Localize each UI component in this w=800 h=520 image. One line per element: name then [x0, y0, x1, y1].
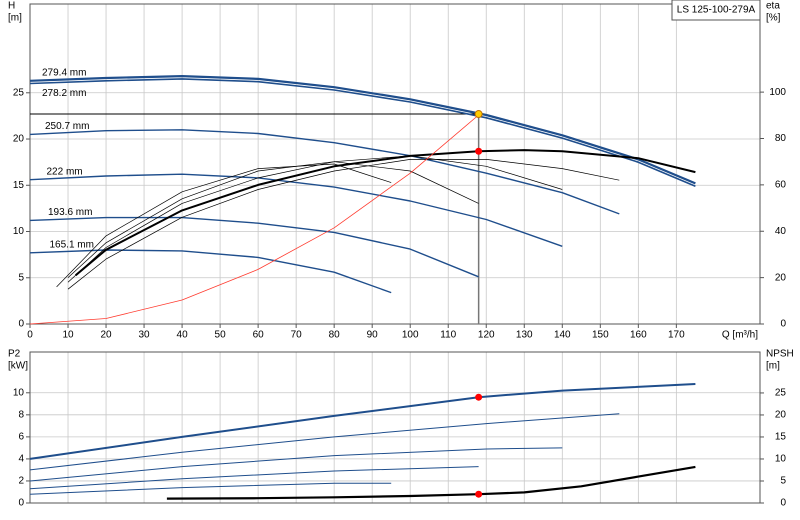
curve [74, 149, 696, 277]
y-tick-label: 4 [18, 454, 24, 465]
title-box [671, 0, 761, 21]
curve [29, 173, 563, 247]
y-tick-label: 0 [18, 498, 24, 509]
x-tick-label: 30 [139, 330, 151, 341]
y-tick-label: 8 [18, 409, 24, 420]
x-tick-label: 0 [27, 330, 33, 341]
curve [29, 78, 696, 187]
y2-tick-label: 25 [775, 388, 787, 399]
y-axis-unit: [m] [8, 13, 22, 24]
curve [29, 482, 392, 495]
curve-label: 193.6 mm [48, 207, 92, 218]
curve [29, 216, 479, 278]
curve-label: 222 mm [47, 166, 83, 177]
plot-frame [29, 3, 761, 325]
x-tick-label: 140 [554, 330, 571, 341]
x-tick-label: 20 [100, 330, 112, 341]
y-tick-label: 25 [13, 87, 25, 98]
x-tick-label: 100 [402, 330, 419, 341]
curve-label: 250.7 mm [45, 121, 89, 132]
curve [29, 383, 696, 460]
curve [29, 413, 620, 471]
x-tick-label: 150 [592, 330, 609, 341]
curve-label: 279.4 mm [42, 67, 86, 78]
y2-axis-unit: [%] [766, 13, 781, 24]
curve [29, 129, 620, 215]
y2-tick-label: 80 [775, 133, 787, 144]
y2-tick-label: 20 [775, 410, 787, 421]
y-axis-label: P2 [8, 349, 21, 360]
x-tick-label: 90 [367, 330, 379, 341]
x-tick-label: 50 [215, 330, 227, 341]
y-tick-label: 10 [13, 387, 25, 398]
curve-label: 165.1 mm [50, 239, 94, 250]
duty-point [475, 147, 483, 155]
chart-title: LS 125-100-279A [677, 5, 756, 16]
curve [56, 163, 392, 288]
y-axis-unit: [kW] [8, 361, 28, 372]
y2-axis-unit: [m] [766, 361, 780, 372]
curve [29, 114, 479, 325]
x-tick-label: 10 [62, 330, 74, 341]
y2-axis-label: eta [766, 1, 780, 12]
duty-point [475, 490, 483, 498]
x-tick-label: 80 [329, 330, 341, 341]
y-tick-label: 2 [18, 476, 24, 487]
y2-tick-label: 40 [775, 226, 787, 237]
x-axis-label: Q [m³/h] [722, 330, 758, 341]
y2-tick-label: 0 [780, 498, 786, 509]
curve [166, 465, 696, 500]
curve [67, 161, 479, 278]
curve [29, 466, 479, 490]
curve [29, 75, 696, 185]
x-tick-label: 40 [177, 330, 189, 341]
x-tick-label: 160 [630, 330, 647, 341]
duty-point [475, 393, 483, 401]
y-tick-label: 10 [13, 226, 25, 237]
y2-tick-label: 100 [769, 87, 786, 98]
y-tick-label: 0 [18, 319, 24, 330]
duty-point [474, 110, 483, 119]
x-tick-label: 130 [516, 330, 533, 341]
y-tick-label: 20 [13, 134, 25, 145]
y2-axis-label: NPSH [766, 349, 794, 360]
x-tick-label: 60 [253, 330, 265, 341]
y2-tick-label: 0 [780, 319, 786, 330]
x-tick-label: 110 [440, 330, 456, 341]
y2-tick-label: 15 [775, 432, 787, 443]
x-tick-label: 70 [291, 330, 303, 341]
curve [29, 249, 392, 294]
y2-tick-label: 20 [775, 272, 787, 283]
y-tick-label: 6 [18, 432, 24, 443]
x-tick-label: 170 [668, 330, 685, 341]
y2-tick-label: 10 [775, 454, 787, 465]
y2-tick-label: 60 [775, 180, 787, 191]
curve [29, 447, 563, 482]
y-axis-label: H [8, 1, 15, 12]
curve [67, 155, 563, 283]
y-tick-label: 15 [13, 180, 25, 191]
curve-label: 278.2 mm [42, 88, 86, 99]
plot-frame [29, 351, 761, 504]
y-tick-label: 5 [18, 272, 24, 283]
y2-tick-label: 5 [780, 476, 786, 487]
x-tick-label: 120 [478, 330, 495, 341]
curve [67, 159, 620, 290]
